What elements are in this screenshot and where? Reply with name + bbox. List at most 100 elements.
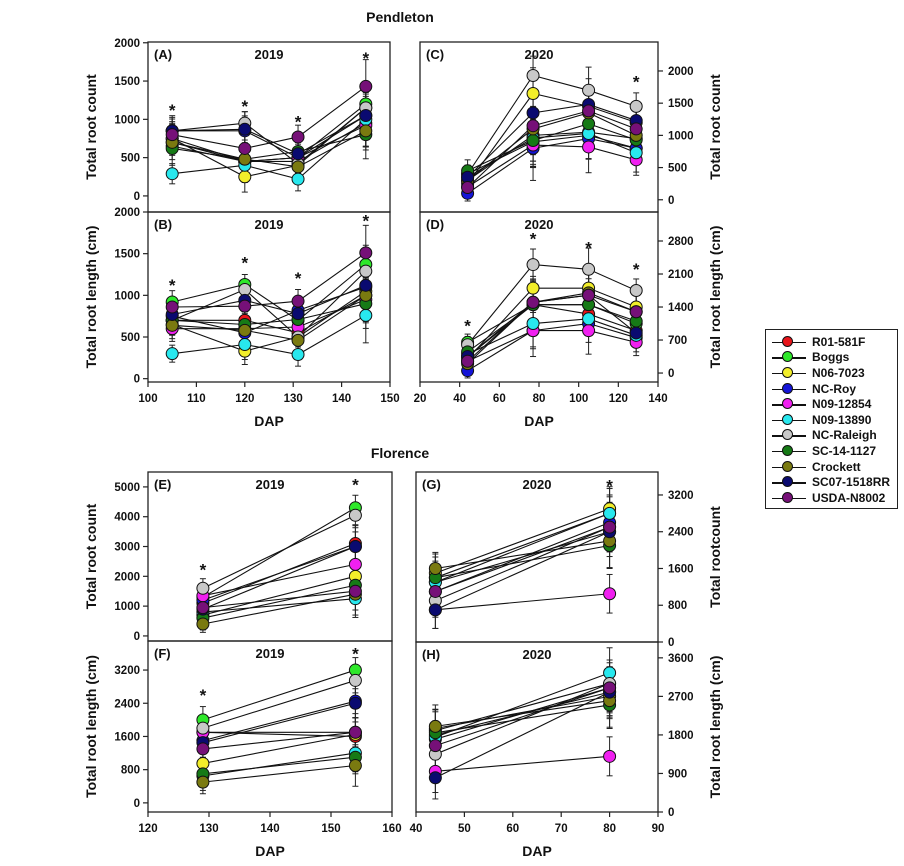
x-tick-label: 100 [138,393,157,405]
y-tick-label: 0 [134,374,140,386]
data-point-usda-n8002 [526,295,540,309]
x-axis-label: DAP [522,843,552,859]
significance-asterisk: * [169,101,176,120]
data-point-usda-n8002 [165,128,179,142]
series-line-n09-12854 [435,755,610,772]
series-line-r01-581f [172,122,367,163]
panel-g: (G) 2020 0 800 1600 2400 3200 Total rootcount * [415,471,723,649]
x-tick-label: 150 [380,393,399,405]
significance-asterisk: * [200,560,207,579]
series-line-usda-n8002 [435,526,610,592]
data-point-nc-raleigh [359,264,373,278]
x-tick-label: 130 [199,823,218,835]
data-point-usda-n8002 [238,141,252,155]
y-tick-label: 800 [121,765,140,777]
legend-label: R01-581F [812,334,866,349]
data-point-sc07-1518rr [359,109,373,123]
y-tick-label: 1000 [114,601,140,613]
x-tick-label: 150 [321,823,340,835]
y-tick-label: 2400 [668,527,694,539]
series-line-sc07-1518rr [172,284,367,316]
series-line-boggs [467,134,637,175]
series-line-nc-raleigh [202,514,356,589]
series-line-nc-roy [467,322,637,372]
series-line-sc-14-1127 [435,704,610,734]
series-line-r01-581f [467,304,637,357]
data-point-nc-raleigh [196,721,210,735]
x-tick-label: 20 [414,393,427,405]
series-line-sc07-1518rr [467,103,637,178]
data-point-crockett [196,775,210,789]
data-point-n09-12854 [582,140,596,154]
series-line-sc-14-1127 [172,303,366,326]
y-tick-label: 1600 [114,731,140,743]
panel-year: 2019 [256,477,285,492]
plot-frame [147,211,391,383]
legend-label: N09-12854 [812,397,872,412]
x-tick-label: 50 [458,823,471,835]
panel-h: (H) 2020 0 900 1800 2700 3600 Total root length… [410,641,723,859]
series-line-crockett [435,540,610,570]
y-tick-label: 900 [668,768,687,780]
x-axis-label: DAP [255,843,285,859]
data-point-n09-12854 [348,557,362,571]
y-tick-label: 2000 [114,38,140,50]
series-line-usda-n8002 [172,252,367,308]
data-point-usda-n8002 [629,305,643,319]
series-line-n09-13890 [467,318,637,355]
data-point-n09-13890 [603,506,617,520]
data-point-n09-13890 [291,172,305,186]
series-line-crockett [202,764,356,783]
series-line-n09-12854 [467,144,637,188]
panel-f: (F) 2019 0 800 1600 2400 3200 Total root length… [83,640,402,859]
y-axis-label: Total rootcount [707,506,723,608]
data-point-sc07-1518rr [359,278,373,292]
data-point-usda-n8002 [348,584,362,598]
legend-entry: SC07-1518RR [772,474,897,490]
series-line-sc-14-1127 [467,123,637,172]
data-point-nc-raleigh [348,508,362,522]
data-point-nc-raleigh [629,99,643,113]
series-line-usda-n8002 [435,687,610,747]
data-point-nc-raleigh [582,83,596,97]
panel-year: 2020 [525,47,554,62]
significance-asterisk: * [464,317,471,336]
plot-frame [415,641,659,813]
y-tick-label: 0 [134,798,140,810]
data-point-usda-n8002 [582,104,596,118]
data-point-nc-raleigh [238,283,252,296]
significance-asterisk: * [633,72,640,91]
data-point-n09-13890 [603,666,617,680]
y-tick-label: 0 [134,631,140,643]
significance-asterisk: * [241,253,248,272]
plot-frame [415,471,659,643]
data-point-usda-n8002 [629,122,643,136]
data-point-sc07-1518rr [291,147,305,161]
legend-entry: SC-14-1127 [772,443,897,459]
panel-label: (F) [154,646,171,661]
significance-asterisk: * [362,212,369,231]
series-line-sc07-1518rr [202,702,356,744]
data-point-n09-13890 [582,312,596,326]
series-line-n09-12854 [467,330,637,362]
data-point-sc07-1518rr [428,603,442,617]
series-line-n09-13890 [435,512,610,583]
legend: R01-581F Boggs N06-7023 NC-Roy N09-12854 N09-… [765,329,898,509]
x-tick-label: 60 [493,393,506,405]
y-tick-label: 1500 [114,249,140,261]
data-point-crockett [238,323,252,337]
series-line-sc-14-1127 [202,756,356,775]
series-line-usda-n8002 [467,294,637,362]
y-tick-label: 0 [668,368,674,380]
y-tick-label: 2700 [668,691,694,703]
legend-marker-icon [772,366,806,379]
y-tick-label: 2000 [668,66,694,78]
legend-label: N06-7023 [812,365,865,380]
data-point-sc-14-1127 [526,134,540,148]
legend-entry: N09-12854 [772,396,897,412]
series-line-nc-raleigh [172,107,367,165]
series-line-sc-14-1127 [467,304,637,353]
series-line-n09-13890 [435,672,610,738]
data-point-crockett [196,617,210,631]
